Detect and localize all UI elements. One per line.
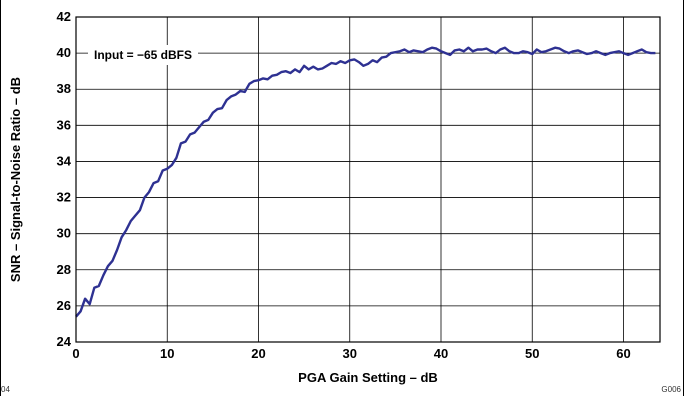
input-level-annotation: Input = −65 dBFS [94,48,192,62]
y-tick-label: 32 [57,190,71,205]
y-tick-label: 34 [57,153,72,168]
x-tick-label: 60 [616,346,630,361]
y-tick-labels: 24 26 28 30 32 34 36 38 40 42 [57,9,72,349]
grid [75,16,660,343]
x-tick-label: 20 [251,346,265,361]
figure-id-left: 04 [1,385,10,394]
x-tick-labels: 0 10 20 30 40 50 60 [72,346,630,361]
snr-series-line [75,46,656,318]
figure-id-right: G006 [661,385,681,394]
x-axis-title: PGA Gain Setting – dB [298,370,438,385]
y-tick-label: 24 [57,334,72,349]
y-tick-label: 36 [57,117,71,132]
y-tick-label: 30 [57,226,71,241]
x-tick-label: 0 [72,346,79,361]
y-tick-label: 38 [57,81,71,96]
y-tick-label: 40 [57,45,71,60]
y-tick-label: 28 [57,262,71,277]
y-tick-label: 42 [57,9,71,24]
annotation-background [88,45,199,65]
y-axis-title: SNR – Signal-to-Noise Ratio – dB [8,77,23,282]
series-layer [75,46,656,318]
x-tick-label: 50 [525,346,539,361]
plot-area-frame [75,16,661,343]
x-tick-label: 10 [160,346,174,361]
x-tick-label: 40 [434,346,448,361]
y-tick-label: 26 [57,298,71,313]
x-tick-label: 30 [343,346,357,361]
